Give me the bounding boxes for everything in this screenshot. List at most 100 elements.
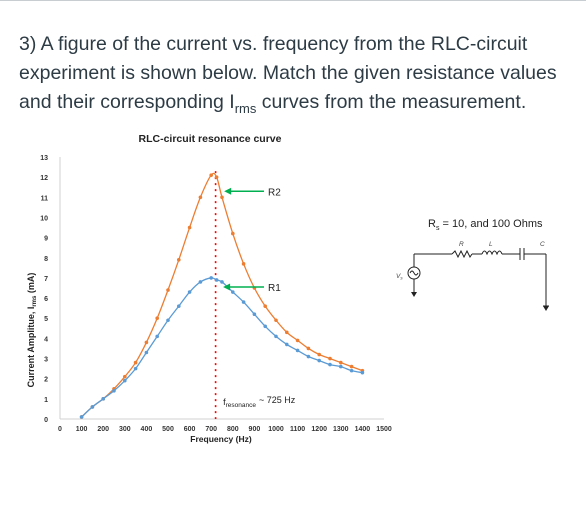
series-r1-point [155, 334, 159, 339]
series-r1-point [231, 290, 235, 294]
y-tick-label: 9 [44, 236, 48, 243]
series-r1-point [339, 364, 343, 369]
x-tick-label: 400 [141, 426, 153, 433]
x-axis-label: Frequency (Hz) [190, 434, 252, 444]
series-r2 [79, 172, 365, 419]
series-r1-point [285, 342, 289, 347]
ground-left-icon [411, 292, 417, 297]
y-tick-label: 2 [44, 377, 48, 384]
x-tick-label: 300 [119, 426, 131, 433]
series-r1-point [198, 280, 203, 284]
r2-label: R2 [268, 187, 281, 198]
series-r1-point [306, 354, 311, 359]
resonance-label-f: f [223, 397, 226, 407]
source-label: Vs [396, 273, 403, 281]
question-text: 3) A figure of the current vs. frequency… [19, 30, 579, 123]
series-r2-point [166, 288, 170, 292]
y-tick-label: 1 [44, 397, 48, 404]
y-tick-label: 7 [44, 276, 48, 283]
series-r1-point [317, 358, 322, 363]
resistor-label: R [459, 241, 464, 248]
source-label-v: V [396, 273, 401, 280]
x-tick-label: 1300 [333, 426, 349, 433]
y-axis-label-sub: rms [32, 295, 38, 307]
resistor-icon [451, 249, 473, 259]
series-r2-point [177, 257, 181, 262]
x-tick-label: 1500 [376, 426, 392, 433]
x-tick-label: 1200 [311, 426, 327, 433]
x-tick-label: 700 [205, 426, 217, 433]
x-tick-label: 1000 [268, 426, 284, 433]
series-r2-point [241, 262, 246, 266]
resonance-label: fresonance~ 725 Hz [223, 395, 296, 409]
series-r1-point [166, 318, 170, 323]
inductor-icon [481, 250, 503, 256]
question-text-end: curves from the measurement. [256, 91, 527, 113]
x-tick-label: 600 [184, 426, 196, 433]
series-r1-point [241, 300, 246, 304]
series-r1-point [177, 304, 181, 308]
series-r1-point [123, 378, 127, 383]
capacitor-label: C [540, 241, 545, 248]
series-r2-point [144, 340, 149, 345]
series-r1-point [79, 415, 84, 419]
series-r1-point [209, 276, 213, 280]
series-r1-line [81, 277, 363, 418]
series-r1-point [328, 362, 332, 367]
y-axis-label: Current Amplitue, Irms (mA) [26, 273, 38, 388]
rlc-circuit-diagram: R L C Vs [396, 241, 549, 311]
series-r2-line [81, 172, 363, 418]
r2-arrow-head [224, 187, 232, 195]
series-r2-point [220, 195, 224, 200]
series-r1-point [187, 290, 192, 294]
sine-wave-icon [409, 270, 419, 276]
series-r2-point [339, 360, 343, 365]
r1-arrow-head [223, 283, 231, 291]
series-r2-point [209, 173, 213, 177]
ground-right-icon [543, 306, 549, 311]
source-label-sub: s [400, 276, 403, 281]
series-r2-point [123, 374, 127, 379]
y-axis-label-main: Current Amplitue, I [26, 307, 36, 388]
circuit-label-values: = 10, and 100 Ohms [439, 218, 543, 230]
y-tick-label: 6 [44, 296, 48, 303]
y-axis-label-unit: (mA) [26, 273, 36, 296]
series-r1-point [349, 368, 354, 373]
series-r2-point [187, 225, 192, 230]
series-r2-point [214, 175, 219, 179]
y-tick-label: 13 [40, 155, 48, 162]
resonance-value: ~ 725 Hz [259, 395, 296, 405]
series-r2-point [349, 364, 354, 369]
y-tick-label: 10 [40, 215, 48, 222]
question-text-subscript: rms [234, 100, 257, 116]
y-tick-label: 5 [44, 316, 48, 323]
series-r2-point [198, 195, 203, 200]
svg-text:Current Amplitue, Irms (mA): Current Amplitue, Irms (mA) [26, 273, 38, 388]
series-r1-point [144, 350, 149, 355]
question-text-main: 3) A figure of the current vs. frequency… [19, 33, 557, 113]
series-r1-point [274, 334, 278, 339]
series-r1-point [263, 324, 268, 329]
x-tick-label: 100 [76, 426, 88, 433]
series-r1-point [214, 278, 219, 282]
resonance-chart: RLC-circuit resonance curve Current Ampl… [26, 133, 549, 444]
series-r2-point [133, 360, 138, 365]
series-r2-point [295, 338, 300, 343]
x-tick-label: 900 [249, 426, 261, 433]
inductor-label: L [489, 241, 493, 248]
series-r2-point [155, 316, 159, 321]
series-r1-point [90, 405, 95, 409]
circuit-label-sub: s [435, 225, 440, 233]
x-tick-label: 200 [97, 426, 109, 433]
series-r2-point [285, 330, 289, 335]
series-r2-point [317, 352, 322, 357]
r1-label: R1 [268, 283, 281, 294]
x-tick-label: 1100 [290, 426, 305, 433]
y-tick-label: 4 [44, 336, 48, 343]
x-tick-label: 1400 [355, 426, 371, 433]
circuit-resistance-label: Rs = 10, and 100 Ohms [428, 218, 543, 232]
annotations: R2 R1 fresonance~ 725 Hz [223, 187, 296, 409]
series-r2-point [263, 304, 268, 308]
series-r2-point [231, 231, 235, 236]
